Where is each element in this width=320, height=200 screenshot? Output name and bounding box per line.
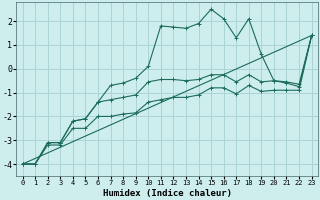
X-axis label: Humidex (Indice chaleur): Humidex (Indice chaleur) [103, 189, 232, 198]
